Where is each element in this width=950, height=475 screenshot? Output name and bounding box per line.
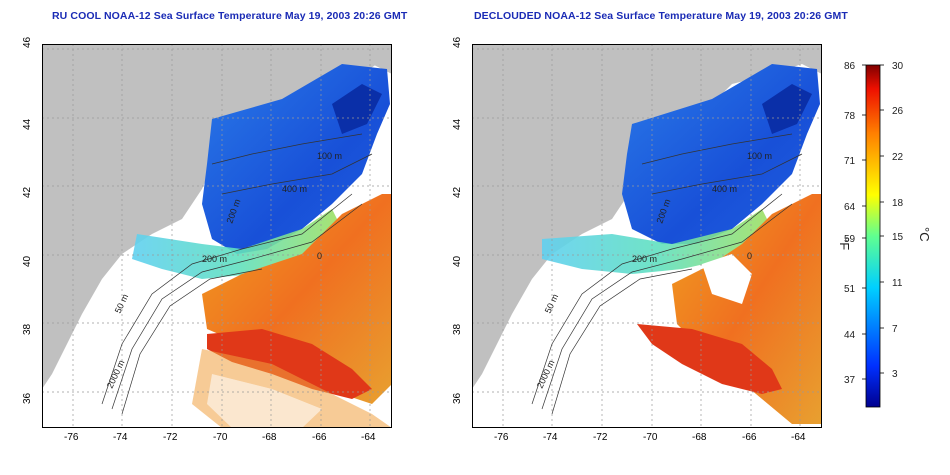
right-map-title: DECLOUDED NOAA-12 Sea Surface Temperatur… [474,10,848,22]
lat-tick: 40 [22,255,33,267]
contour-label-0: 0 [747,251,752,261]
lat-tick: 36 [452,392,463,404]
colorbar-gradient [865,64,881,408]
fahrenheit-tick: 64 [844,202,856,213]
celsius-tick: 7 [892,324,898,335]
lat-tick: 44 [22,118,33,130]
celsius-tick: 15 [892,232,904,243]
lon-tick: -70 [213,432,228,443]
celsius-tick: 18 [892,198,904,209]
lon-tick: -66 [742,432,757,443]
warm-water-region [672,194,822,424]
contour-label-400m: 400 m [282,184,307,194]
fahrenheit-tick: 59 [844,234,856,245]
land-mass [472,44,822,389]
contour-label-100m: 100 m [317,151,342,161]
contour-label-0: 0 [317,251,322,261]
fahrenheit-tick: 78 [844,111,856,122]
lat-tick: 36 [22,392,33,404]
fahrenheit-tick: 37 [844,375,856,386]
lon-tick: -64 [361,432,376,443]
fahrenheit-tick: 71 [844,156,856,167]
lat-tick: 46 [22,36,33,48]
contour-label-400m: 400 m [712,184,737,194]
lat-tick: 38 [22,323,33,335]
lon-tick: -74 [543,432,558,443]
fahrenheit-tick: 86 [844,61,856,72]
celsius-tick: 30 [892,61,904,72]
lon-tick: -68 [262,432,277,443]
left-map-title: RU COOL NOAA-12 Sea Surface Temperature … [52,10,408,22]
celsius-tick: 3 [892,369,898,380]
celsius-unit: °C [917,227,932,242]
lon-tick: -72 [163,432,178,443]
right-map-svg: 200 m 400 m 100 m 2000 m 50 m 200 m 0 [472,44,822,428]
contour-label-200m: 200 m [632,254,657,264]
lon-tick: -74 [113,432,128,443]
lon-tick: -70 [643,432,658,443]
lat-tick: 44 [452,118,463,130]
celsius-tick: 26 [892,106,904,117]
lon-tick: -64 [791,432,806,443]
celsius-tick: 22 [892,152,904,163]
lat-tick: 40 [452,255,463,267]
left-sst-map: 200 m 400 m 100 m 2000 m 50 m 200 m 0 [42,44,392,432]
contour-label-200m: 200 m [202,254,227,264]
lat-tick: 42 [22,186,33,198]
left-map-svg: 200 m 400 m 100 m 2000 m 50 m 200 m 0 [42,44,392,432]
celsius-tick: 11 [892,278,903,289]
lon-tick: -76 [494,432,509,443]
warm-water-region [202,194,392,404]
lat-tick: 46 [452,36,463,48]
lat-tick: 38 [452,323,463,335]
colorbar: 86 78 71 64 59 51 44 37 30 26 22 18 15 1… [837,61,932,408]
lat-tick: 42 [452,186,463,198]
lon-tick: -76 [64,432,79,443]
fahrenheit-tick: 51 [844,284,856,295]
lon-tick: -66 [312,432,327,443]
right-sst-map: 200 m 400 m 100 m 2000 m 50 m 200 m 0 [472,44,822,428]
contour-label-100m: 100 m [747,151,772,161]
slope-water-band [542,209,772,274]
land-mass [42,44,392,389]
lon-tick: -72 [593,432,608,443]
lon-tick: -68 [692,432,707,443]
fahrenheit-tick: 44 [844,330,856,341]
fahrenheit-unit: °F [837,237,852,250]
